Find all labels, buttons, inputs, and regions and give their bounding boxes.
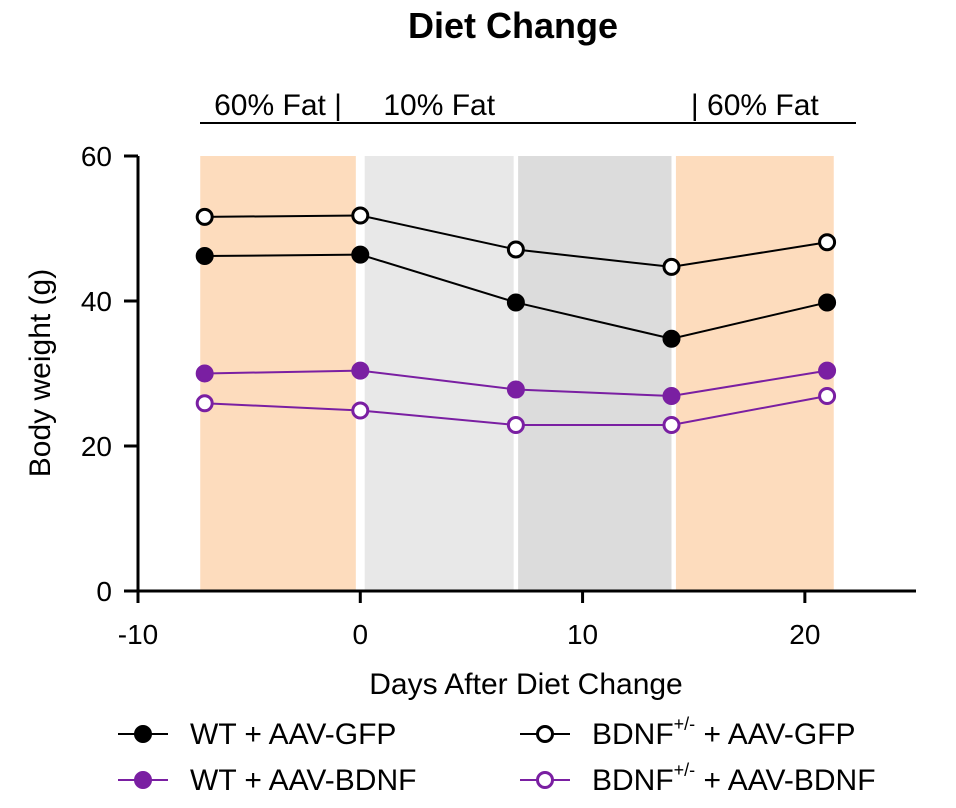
x-axis-title: Days After Diet Change xyxy=(369,668,683,701)
series-2 xyxy=(195,361,837,405)
legend-label-rest: + AAV-BDNF xyxy=(695,764,875,797)
legend-label-superscript: +/- xyxy=(674,714,696,734)
y-axis-title: Body weight (g) xyxy=(24,269,57,477)
legend-marker xyxy=(536,725,554,743)
data-point xyxy=(351,401,370,420)
data-point xyxy=(351,361,370,380)
data-point xyxy=(818,293,837,312)
data-point xyxy=(506,240,525,259)
legend-label-main: BDNF xyxy=(592,718,674,751)
legend-label-superscript: +/- xyxy=(674,760,696,780)
data-point xyxy=(506,415,525,434)
data-point xyxy=(351,245,370,264)
y-tick-label: 20 xyxy=(81,431,112,462)
legend-label-main: WT + AAV-GFP xyxy=(190,718,396,751)
data-point xyxy=(818,361,837,380)
data-point xyxy=(195,364,214,383)
legend-label-rest: + AAV-GFP xyxy=(695,718,855,751)
data-point xyxy=(818,386,837,405)
phase-label-0: 60% Fat | xyxy=(214,89,342,122)
data-point xyxy=(195,394,214,413)
phase-label-1: 10% Fat xyxy=(383,89,495,122)
legend-label: BDNF+/- + AAV-GFP xyxy=(592,714,856,751)
legend-entry-1: BDNF+/- + AAV-GFP xyxy=(520,714,856,751)
legend-marker xyxy=(134,771,152,789)
data-point xyxy=(662,386,681,405)
x-tick-label: -10 xyxy=(118,619,158,650)
legend-label: BDNF+/- + AAV-BDNF xyxy=(592,760,876,797)
chart-title: Diet Change xyxy=(408,5,618,46)
legend-label: WT + AAV-BDNF xyxy=(190,764,416,797)
diet-phase-labels: 60% Fat | 10% Fat | 60% Fat xyxy=(214,89,819,122)
y-tick-label: 60 xyxy=(81,141,112,172)
legend-label: WT + AAV-GFP xyxy=(190,718,396,751)
phase-label-3: | 60% Fat xyxy=(691,89,820,122)
y-tick-label: 0 xyxy=(96,576,112,607)
legend-marker xyxy=(134,725,152,743)
data-point xyxy=(662,257,681,276)
series-0 xyxy=(195,245,837,348)
data-point xyxy=(662,329,681,348)
phase-band-2 xyxy=(518,156,672,591)
series-1 xyxy=(195,206,837,276)
data-point xyxy=(818,233,837,252)
legend-entry-2: WT + AAV-BDNF xyxy=(118,764,416,797)
y-tick-label: 40 xyxy=(81,286,112,317)
legend-entry-0: WT + AAV-GFP xyxy=(118,718,396,751)
data-point xyxy=(506,380,525,399)
x-tick-label: 10 xyxy=(567,619,598,650)
legend-label-main: BDNF xyxy=(592,764,674,797)
x-tick-label: 20 xyxy=(789,619,820,650)
data-point xyxy=(506,293,525,312)
legend-entry-3: BDNF+/- + AAV-BDNF xyxy=(520,760,876,797)
legend-marker xyxy=(536,771,554,789)
data-series xyxy=(195,206,837,434)
x-tick-label: 0 xyxy=(352,619,368,650)
data-point xyxy=(662,415,681,434)
legend-label-main: WT + AAV-BDNF xyxy=(190,764,416,797)
data-point xyxy=(195,207,214,226)
data-point xyxy=(351,206,370,225)
diet-phase-bands xyxy=(200,156,834,591)
data-point xyxy=(195,247,214,266)
series-3 xyxy=(195,386,837,434)
